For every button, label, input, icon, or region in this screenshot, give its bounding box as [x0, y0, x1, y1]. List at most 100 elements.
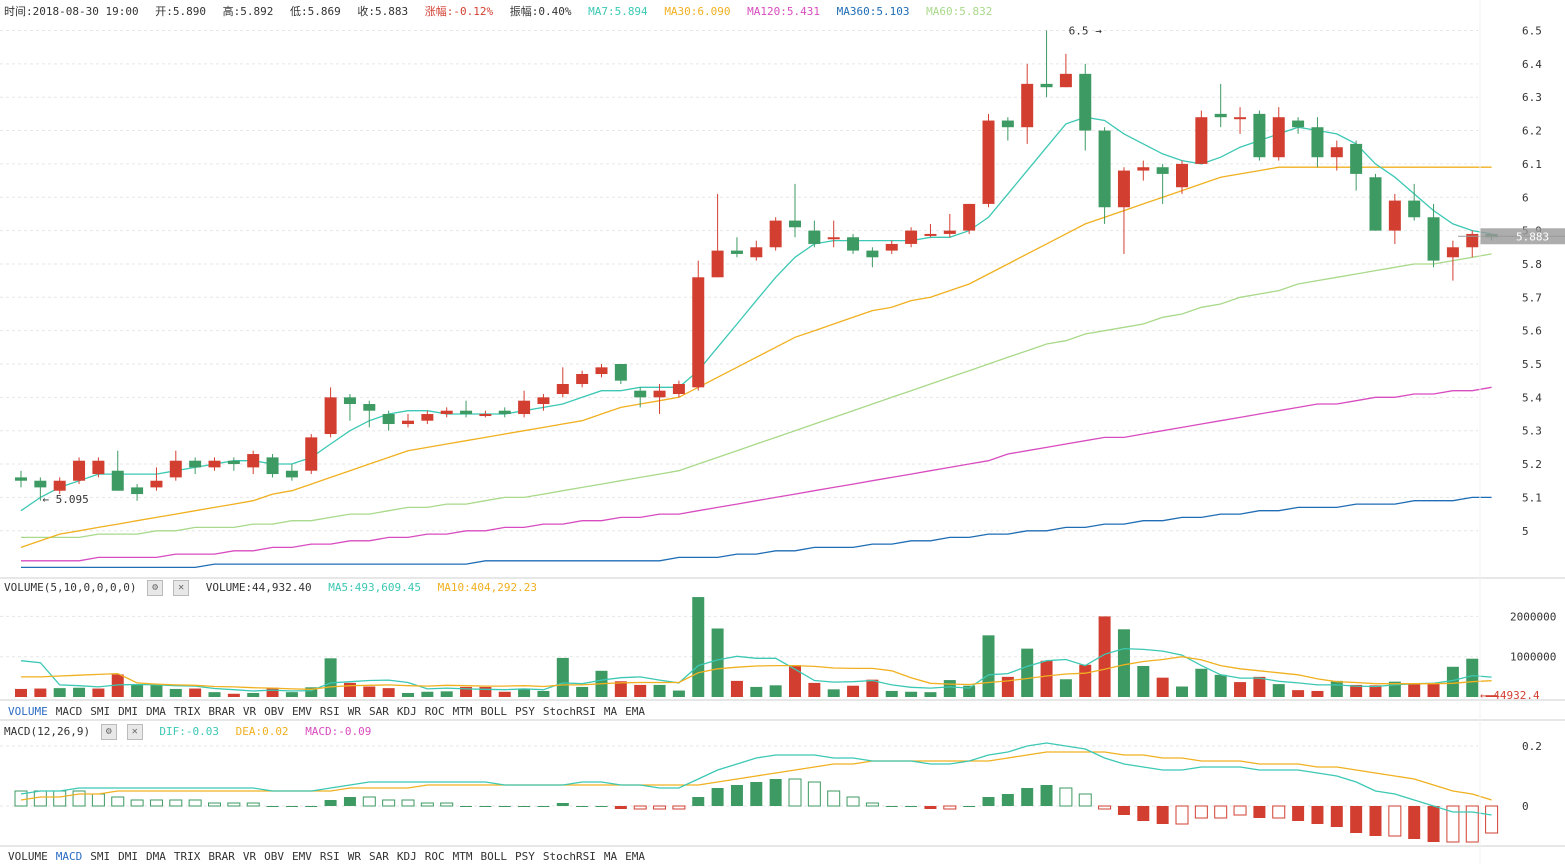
macd-bar	[498, 806, 511, 807]
volume-grid	[0, 615, 1478, 658]
tab-volume[interactable]: VOLUME	[8, 850, 48, 863]
tab-stochrsi[interactable]: StochRSI	[542, 850, 596, 863]
tab-rsi[interactable]: RSI	[319, 705, 340, 718]
candle	[73, 457, 86, 485]
candle	[653, 384, 666, 415]
volume-bar	[169, 688, 182, 697]
tab-emv[interactable]: EMV	[292, 705, 312, 718]
tab-ema[interactable]: EMA	[625, 705, 645, 718]
tab-wr[interactable]: WR	[347, 850, 361, 863]
tab-sar[interactable]: SAR	[369, 705, 389, 718]
tab-smi[interactable]: SMI	[90, 705, 111, 718]
current-price-label: 5.883	[1516, 230, 1549, 243]
candle	[208, 457, 221, 471]
tab-trix[interactable]: TRIX	[173, 850, 201, 863]
gear-icon[interactable]: ⚙	[147, 580, 164, 596]
macd-bar	[576, 806, 589, 807]
tab-roc[interactable]: ROC	[424, 850, 445, 863]
candle	[692, 260, 705, 391]
tab-sar[interactable]: SAR	[369, 850, 389, 863]
candle-body	[1021, 83, 1034, 128]
tab-macd[interactable]: MACD	[55, 705, 83, 718]
tab-rsi[interactable]: RSI	[319, 850, 340, 863]
candle-body	[1001, 120, 1014, 128]
tab-dmi[interactable]: DMI	[118, 850, 138, 863]
tab-psy[interactable]: PSY	[515, 705, 535, 718]
tab-macd[interactable]: MACD	[55, 850, 83, 863]
tab-smi[interactable]: SMI	[90, 850, 111, 863]
volume-bar	[1446, 666, 1459, 697]
macd-bar	[420, 802, 434, 807]
tab-mtm[interactable]: MTM	[452, 705, 473, 718]
tab-trix[interactable]: TRIX	[173, 705, 201, 718]
price-tick-label: 5.5	[1522, 358, 1542, 371]
macd-bar	[1156, 806, 1169, 824]
volume-bar	[382, 688, 395, 697]
macd-histogram[interactable]	[14, 778, 1499, 843]
candle	[1001, 117, 1014, 141]
tab-psy[interactable]: PSY	[515, 850, 535, 863]
close-icon[interactable]: ✕	[126, 724, 143, 740]
macd-bar	[1253, 806, 1266, 818]
volume-bar	[227, 693, 240, 697]
tab-brar[interactable]: BRAR	[208, 705, 235, 718]
volume-bar	[34, 688, 47, 697]
gear-icon[interactable]: ⚙	[100, 724, 117, 740]
price-tick-label: 6.3	[1522, 91, 1542, 104]
volume-bar	[1466, 658, 1479, 697]
candle-body	[208, 460, 221, 468]
macd-bar	[1272, 805, 1286, 819]
tab-emv[interactable]: EMV	[292, 850, 312, 863]
tab-ma[interactable]: MA	[603, 850, 618, 863]
volume-bar	[324, 658, 337, 697]
tab-stochrsi[interactable]: StochRSI	[542, 705, 596, 718]
macd-bar	[982, 797, 995, 806]
macd-indicator-tabs[interactable]: VOLUME MACD SMI DMI DMA TRIX BRAR VR OBV EMV RSI WR…	[4, 849, 649, 865]
volume-bar	[750, 686, 763, 697]
macd-lines	[20, 742, 1492, 816]
tab-brar[interactable]: BRAR	[208, 850, 235, 863]
volume-bar	[711, 628, 724, 697]
close-icon[interactable]: ✕	[173, 580, 190, 596]
tab-wr[interactable]: WR	[347, 705, 361, 718]
tab-boll[interactable]: BOLL	[480, 705, 508, 718]
volume-bar	[1117, 629, 1130, 697]
price-axis: 6.56.46.36.26.165.95.85.75.65.55.45.35.2…	[1522, 25, 1542, 538]
candle-body	[92, 460, 105, 475]
tab-obv[interactable]: OBV	[264, 705, 284, 718]
volume-bars[interactable]	[15, 597, 1498, 697]
tab-dma[interactable]: DMA	[146, 705, 166, 718]
candle	[53, 477, 66, 495]
tab-kdj[interactable]: KDJ	[396, 850, 417, 863]
macd-bar	[905, 806, 918, 807]
volume-bar	[111, 674, 124, 697]
volume-indicator-tabs[interactable]: VOLUME MACD SMI DMI DMA TRIX BRAR VR OBV EMV RSI WR…	[4, 704, 649, 720]
macd-bar	[1233, 805, 1247, 816]
volume-bar	[305, 687, 318, 697]
tab-ema[interactable]: EMA	[625, 850, 645, 863]
tab-ma[interactable]: MA	[603, 705, 618, 718]
tab-vr[interactable]: VR	[242, 705, 257, 718]
tab-dmi[interactable]: DMI	[118, 705, 138, 718]
volume-title: VOLUME(5,10,0,0,0,0)	[4, 581, 137, 594]
tab-volume[interactable]: VOLUME	[8, 705, 48, 718]
tab-vr[interactable]: VR	[242, 850, 257, 863]
candle-body	[924, 233, 937, 236]
ma60-line	[21, 253, 1492, 539]
candle	[285, 464, 298, 481]
tab-roc[interactable]: ROC	[424, 705, 445, 718]
candle-body	[905, 230, 918, 244]
tab-kdj[interactable]: KDJ	[396, 705, 417, 718]
tab-obv[interactable]: OBV	[264, 850, 284, 863]
macd-bar	[53, 790, 67, 807]
candle	[982, 113, 995, 208]
candle	[1350, 140, 1363, 191]
tab-dma[interactable]: DMA	[146, 850, 166, 863]
candle	[266, 454, 279, 478]
candlestick-series[interactable]	[15, 30, 1498, 501]
tab-boll[interactable]: BOLL	[480, 850, 508, 863]
tab-mtm[interactable]: MTM	[452, 850, 473, 863]
candle-body	[576, 374, 589, 385]
candle	[1079, 63, 1092, 151]
